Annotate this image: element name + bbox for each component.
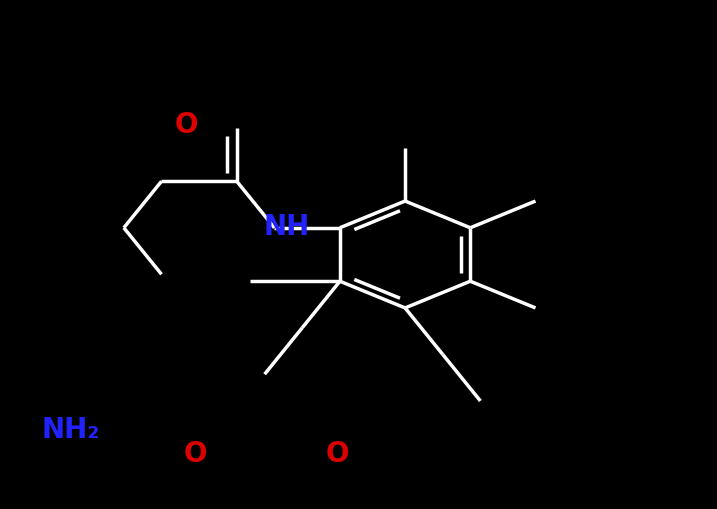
Text: NH: NH: [264, 212, 310, 241]
Text: O: O: [184, 440, 206, 468]
Text: O: O: [175, 110, 198, 139]
Text: O: O: [326, 440, 348, 468]
Text: NH₂: NH₂: [42, 416, 100, 444]
